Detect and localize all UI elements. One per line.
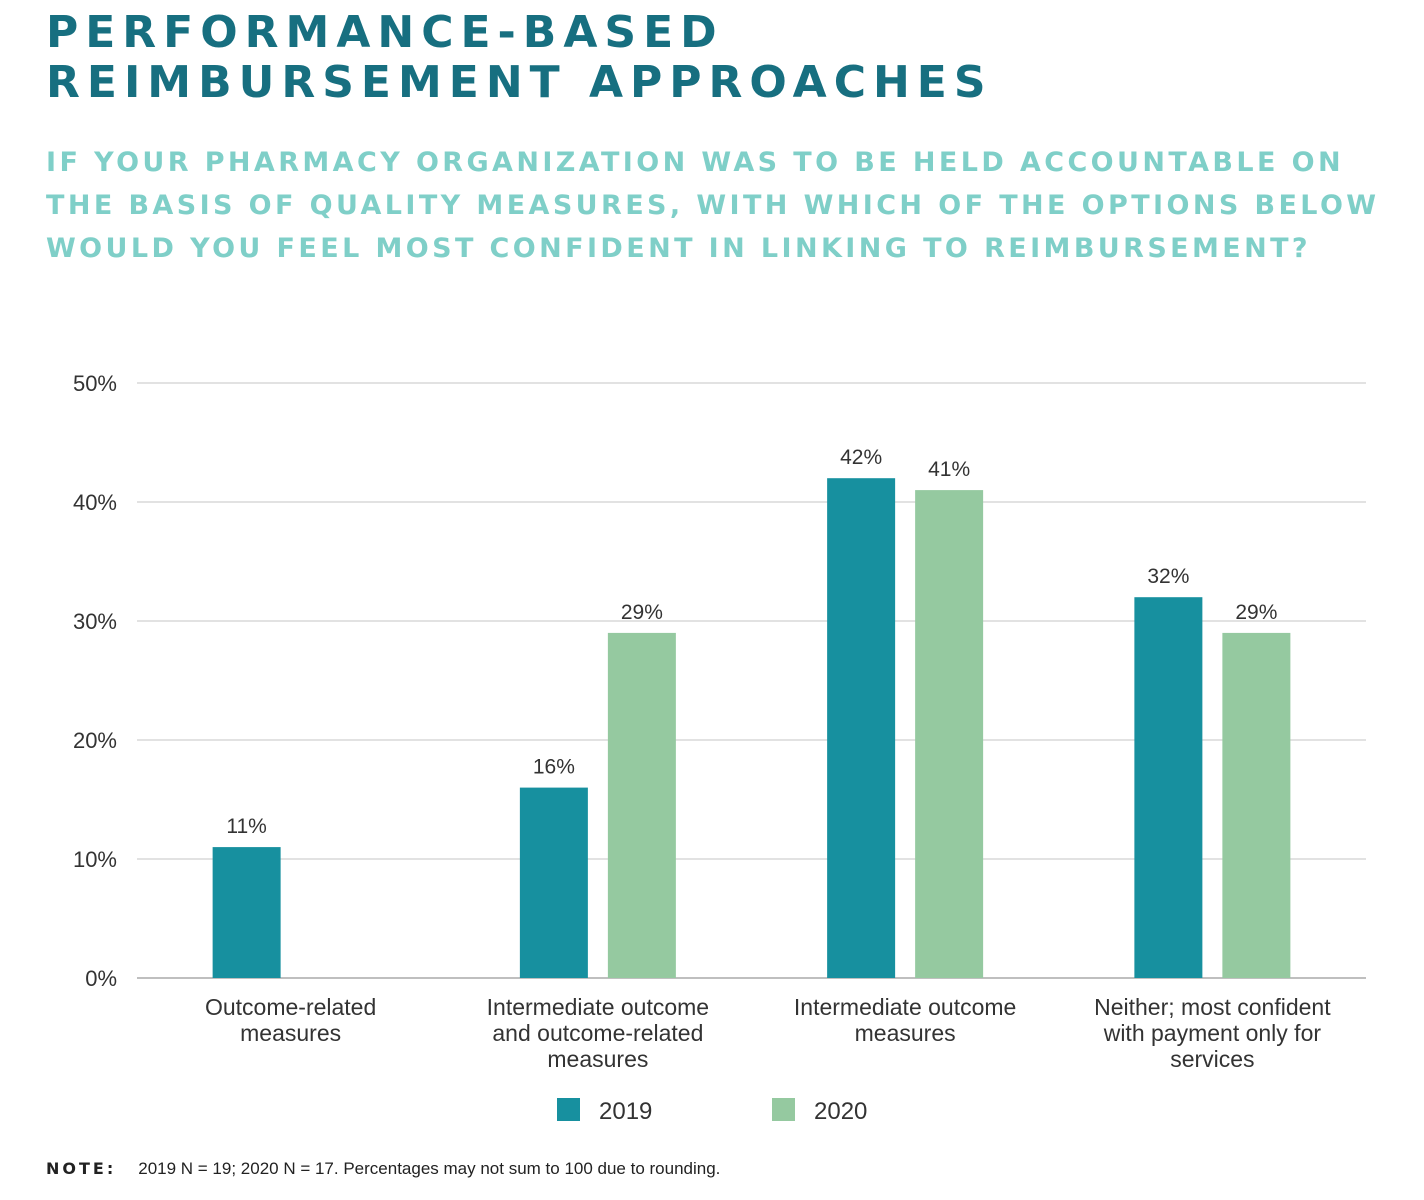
data-label: 42%	[840, 446, 882, 469]
x-category-label: Intermediate outcome	[794, 994, 1016, 1020]
y-tick-label: 40%	[73, 490, 117, 515]
title-line-2: REIMBURSEMENT APPROACHES	[46, 57, 993, 108]
legend-swatch-2019	[557, 1098, 580, 1121]
x-category-label: measures	[240, 1020, 341, 1046]
label-layer: 0%10%20%30%40%50%11%Outcome-relatedmeasu…	[73, 371, 1331, 1072]
data-label: 29%	[621, 601, 663, 624]
bar-2019-2	[827, 478, 896, 978]
y-tick-label: 10%	[73, 847, 117, 872]
bar-2019-0	[212, 847, 281, 978]
footnote: NOTE: 2019 N = 19; 2020 N = 17. Percentag…	[46, 1159, 720, 1179]
y-tick-label: 0%	[85, 966, 117, 991]
y-tick-label: 20%	[73, 728, 117, 753]
title-line-1: PERFORMANCE-BASED	[46, 7, 724, 58]
chart-title: PERFORMANCE-BASED REIMBURSEMENT APPROACH…	[46, 8, 1406, 108]
survey-question: IF YOUR PHARMACY ORGANIZATION WAS TO BE …	[46, 147, 1380, 264]
data-label: 41%	[928, 458, 970, 481]
x-category-label: with payment only for	[1103, 1020, 1322, 1046]
x-category-label: measures	[547, 1046, 648, 1072]
bar-2020-3	[1222, 632, 1291, 978]
y-tick-label: 30%	[73, 609, 117, 634]
note-text: 2019 N = 19; 2020 N = 17. Percentages ma…	[138, 1159, 721, 1178]
x-category-label: Intermediate outcome	[487, 994, 709, 1020]
legend-label-2020: 2020	[814, 1098, 867, 1125]
data-label: 11%	[226, 815, 266, 838]
bar-2019-1	[519, 787, 588, 978]
data-label: 29%	[1235, 601, 1277, 624]
x-category-label: Outcome-related	[205, 994, 376, 1020]
x-category-label: Neither; most confident	[1094, 994, 1331, 1020]
bar-2020-1	[607, 632, 676, 978]
legend: 2019 2020	[557, 1098, 867, 1125]
bar-layer	[212, 478, 1291, 978]
bar-2020-2	[915, 490, 984, 978]
note-label: NOTE:	[46, 1159, 117, 1178]
bar-2019-3	[1134, 597, 1203, 978]
legend-swatch-2020	[772, 1098, 795, 1121]
bar-chart: 0%10%20%30%40%50%11%Outcome-relatedmeasu…	[73, 371, 1366, 1125]
x-category-label: measures	[855, 1020, 956, 1046]
x-category-label: services	[1170, 1046, 1254, 1072]
x-category-label: and outcome-related	[492, 1020, 703, 1046]
data-label: 16%	[533, 756, 575, 779]
y-tick-label: 50%	[73, 371, 117, 396]
data-label: 32%	[1147, 565, 1189, 588]
legend-label-2019: 2019	[599, 1098, 652, 1125]
